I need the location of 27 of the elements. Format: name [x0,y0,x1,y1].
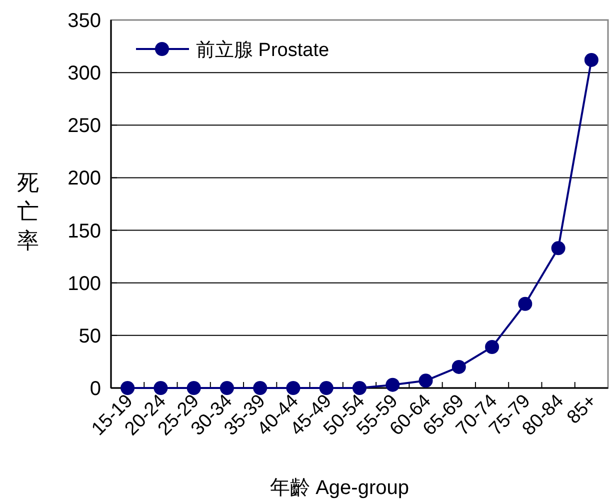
point [452,360,466,374]
y-tick-label: 0 [90,378,101,400]
point [186,381,201,395]
point [485,340,500,354]
x-axis-title: 年齡 Age-group [270,477,409,499]
y-tick-label: 350 [68,10,101,32]
point [286,381,300,395]
y-tick-label: 200 [68,168,101,190]
legend-label: 前立腺 Prostate [196,39,330,61]
point [551,241,566,256]
point [518,296,532,311]
point [352,381,366,395]
y-tick-label: 100 [68,272,101,295]
point [319,381,334,395]
y-tick-label: 150 [68,220,101,242]
y-tick-label: 250 [68,115,101,138]
point [418,374,433,388]
point [120,381,135,395]
point [253,381,268,395]
x-tick-label: 85+ [563,390,601,428]
y-tick-label: 300 [68,62,101,85]
y-axis-title: 死亡率 [17,170,39,253]
point [584,52,598,67]
point [386,378,400,392]
y-tick-label: 50 [78,325,101,348]
point [154,381,168,395]
point [220,381,234,395]
